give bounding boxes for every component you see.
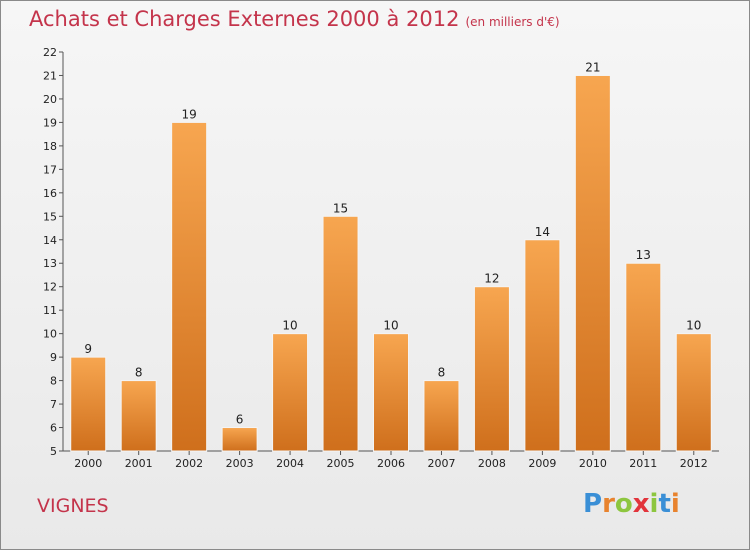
data-label: 6 (236, 413, 244, 427)
bar-2009 (524, 239, 561, 452)
data-label: 15 (333, 201, 348, 215)
data-label: 12 (484, 272, 499, 286)
y-tick-label: 6 (50, 422, 57, 435)
data-label: 10 (282, 319, 297, 333)
bar-2008 (473, 286, 510, 452)
chart-title-text: Achats et Charges Externes 2000 à 2012 (29, 7, 460, 31)
proxiti-logo: Proxiti (583, 489, 680, 519)
y-tick-label: 7 (50, 398, 57, 411)
y-tick-label: 15 (43, 210, 57, 223)
logo-letter: t (658, 489, 671, 519)
bar-2003 (221, 427, 258, 452)
chart-subtitle: (en milliers d'€) (465, 15, 560, 29)
y-tick-label: 16 (43, 187, 57, 200)
commune-name: VIGNES (37, 495, 109, 517)
y-tick-label: 17 (43, 163, 57, 176)
y-tick-label: 9 (50, 351, 57, 364)
bar-2007 (423, 380, 460, 452)
data-label: 9 (84, 342, 92, 356)
x-tick-label: 2001 (125, 457, 153, 470)
bar-2001 (120, 380, 157, 452)
y-tick-label: 19 (43, 116, 57, 129)
logo-letter: o (614, 489, 633, 519)
x-tick-label: 2010 (579, 457, 607, 470)
logo-letter: x (632, 489, 650, 519)
x-tick-label: 2008 (478, 457, 506, 470)
x-tick-label: 2004 (276, 457, 304, 470)
bar-2004 (272, 333, 309, 452)
y-tick-label: 13 (43, 257, 57, 270)
data-label: 19 (182, 107, 197, 121)
data-label: 8 (135, 366, 143, 380)
y-tick-label: 21 (43, 69, 57, 82)
x-tick-label: 2003 (226, 457, 254, 470)
x-tick-label: 2005 (327, 457, 355, 470)
data-label: 21 (585, 60, 600, 74)
logo-letter: i (649, 489, 659, 519)
y-tick-label: 14 (43, 234, 57, 247)
data-label: 10 (686, 319, 701, 333)
x-tick-label: 2006 (377, 457, 405, 470)
logo-letter: i (670, 489, 680, 519)
y-tick-label: 10 (43, 328, 57, 341)
bar-2000 (70, 356, 107, 452)
y-tick-label: 20 (43, 93, 57, 106)
y-tick-label: 18 (43, 140, 57, 153)
bar-2006 (373, 333, 409, 452)
logo-letter: P (583, 489, 603, 519)
bar-2012 (675, 333, 712, 452)
x-tick-label: 2002 (175, 457, 203, 470)
data-label: 8 (438, 366, 446, 380)
y-tick-label: 12 (43, 281, 57, 294)
x-tick-label: 2007 (427, 457, 455, 470)
data-label: 14 (535, 225, 550, 239)
data-label: 13 (636, 248, 651, 262)
y-tick-label: 11 (43, 304, 57, 317)
chart-title: Achats et Charges Externes 2000 à 2012 (e… (29, 7, 560, 31)
bar-2002 (171, 121, 208, 452)
bar-2011 (625, 262, 662, 452)
x-tick-label: 2000 (74, 457, 102, 470)
bar-2005 (322, 215, 359, 452)
x-tick-label: 2012 (680, 457, 708, 470)
bar-2010 (574, 74, 611, 452)
y-tick-label: 8 (50, 375, 57, 388)
logo-letter: r (602, 489, 615, 519)
data-label: 10 (383, 319, 398, 333)
x-tick-label: 2011 (629, 457, 657, 470)
x-tick-label: 2009 (528, 457, 556, 470)
y-tick-label: 5 (50, 445, 57, 458)
y-tick-label: 22 (43, 46, 57, 59)
